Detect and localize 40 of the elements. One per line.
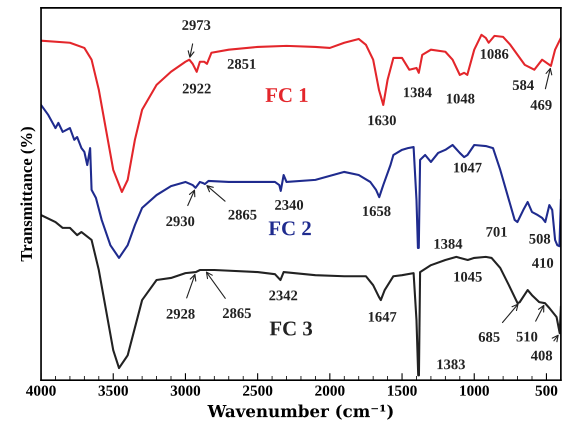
y-axis-title: Transmittance (%) <box>20 127 36 262</box>
annotation: 408 <box>530 350 552 360</box>
x-tick-label: 2500 <box>243 385 272 396</box>
annotation: 2342 <box>269 290 298 300</box>
annotation: 508 <box>529 234 550 244</box>
annotation: 2930 <box>166 216 194 226</box>
annotation: 701 <box>486 226 507 237</box>
annotation: 685 <box>478 332 500 342</box>
x-tick-label: 1000 <box>460 385 489 396</box>
x-tick-label: 3000 <box>170 385 200 396</box>
annotation: 1383 <box>437 359 465 370</box>
series-label: FC 1 <box>266 88 308 102</box>
annotation: 584 <box>512 80 534 90</box>
annotation: 2865 <box>228 210 256 220</box>
text: FC 3 <box>270 322 312 336</box>
annotation: 1045 <box>454 272 482 282</box>
x-tick-label: 3500 <box>98 385 128 396</box>
x-tick-label: 500 <box>536 385 558 396</box>
x-tick-label: 4000 <box>26 385 56 396</box>
annotation: 2865 <box>222 308 251 318</box>
annotation: 1647 <box>368 312 396 322</box>
annotation: 410 <box>532 258 554 268</box>
annotation: 2973 <box>182 20 210 30</box>
annotation: 1048 <box>446 94 474 104</box>
annotation: 1047 <box>454 162 482 173</box>
annotation: 1384 <box>404 87 432 98</box>
annotation: 1658 <box>363 206 391 216</box>
x-axis-title: Wavenumber (cm⁻¹) <box>207 404 393 420</box>
annotation: 2928 <box>166 308 195 319</box>
annotation: 1086 <box>480 49 508 59</box>
annotation: 2922 <box>182 84 211 94</box>
annotation: 2340 <box>275 200 304 210</box>
annotation: 2851 <box>228 59 256 69</box>
series-label: FC 2 <box>268 221 311 236</box>
annotation: 510 <box>516 332 538 342</box>
x-tick-label: 2000 <box>315 385 345 396</box>
x-tick-label: 1500 <box>388 385 417 396</box>
annotation: 1630 <box>368 115 396 126</box>
annotation: 469 <box>530 100 552 110</box>
annotation: 1384 <box>434 238 462 249</box>
